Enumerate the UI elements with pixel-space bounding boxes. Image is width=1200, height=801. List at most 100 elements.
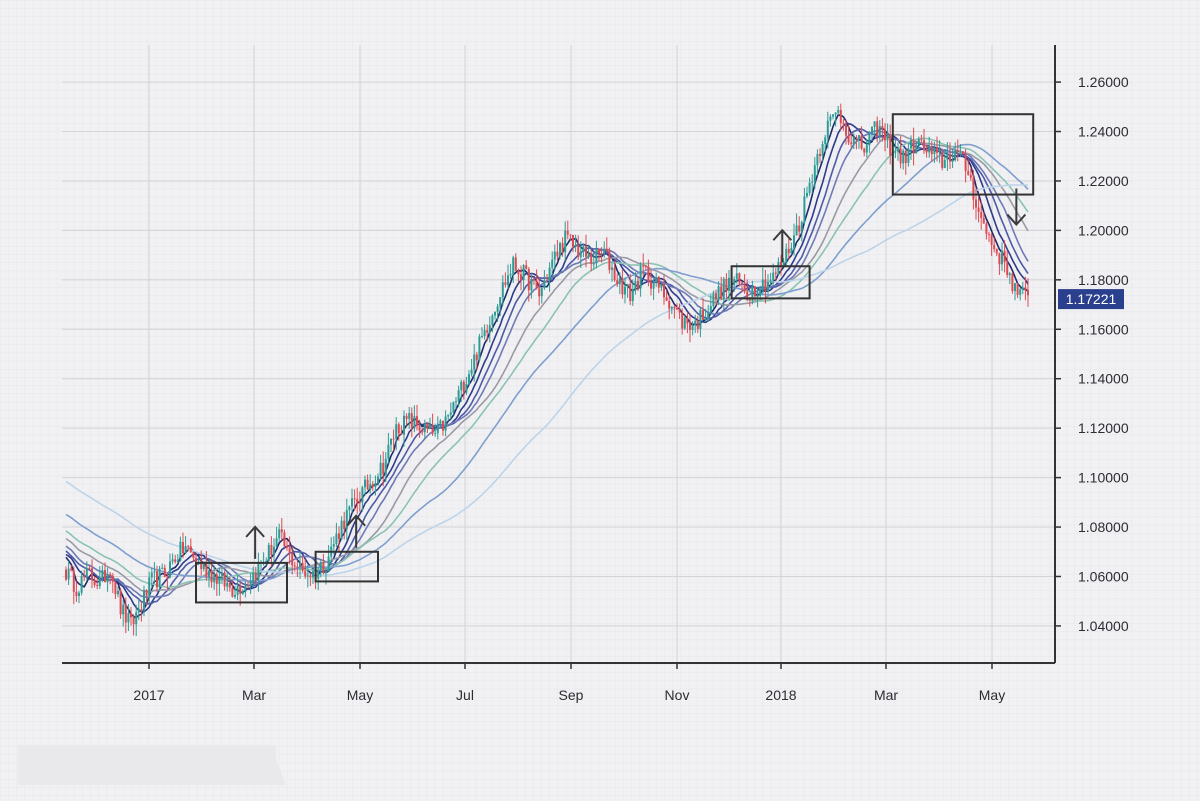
candle-body xyxy=(410,413,413,428)
candle-body xyxy=(452,402,455,413)
candle-body xyxy=(577,245,580,257)
candle-body xyxy=(210,570,213,583)
candle-body xyxy=(109,574,112,576)
candle-body xyxy=(943,159,946,168)
candle-body xyxy=(148,577,151,596)
candle-body xyxy=(483,330,486,337)
candle-body xyxy=(673,306,676,308)
candle-body xyxy=(886,134,889,141)
candle-body xyxy=(153,571,156,573)
candle-body xyxy=(613,267,616,281)
candle-body xyxy=(956,150,959,152)
candle-body xyxy=(995,249,998,254)
candle-body xyxy=(655,276,658,282)
arrow-down-icon xyxy=(1006,188,1027,227)
arrow-up-icon xyxy=(245,525,265,559)
candle-body xyxy=(239,585,242,594)
candle-body xyxy=(543,280,546,288)
candle-body xyxy=(980,211,983,218)
candle-body xyxy=(213,574,216,583)
candle-body xyxy=(972,177,975,200)
x-tick-label: Sep xyxy=(559,687,584,703)
candle-body xyxy=(977,207,980,212)
candle-body xyxy=(670,306,673,309)
candle-body xyxy=(351,498,353,507)
candle-body xyxy=(564,230,567,253)
candle-body xyxy=(93,579,96,585)
candle-body xyxy=(67,568,70,580)
candle-body xyxy=(72,570,75,592)
candle-body xyxy=(889,134,892,156)
candle-body xyxy=(587,253,590,257)
candle-body xyxy=(137,608,140,613)
candle-body xyxy=(1001,250,1003,265)
candle-body xyxy=(491,315,494,326)
candle-body xyxy=(384,458,387,475)
candle-body xyxy=(915,144,918,154)
candle-body xyxy=(858,135,860,138)
candle-body xyxy=(280,529,283,533)
candle-body xyxy=(1021,287,1024,290)
candle-body xyxy=(371,484,374,488)
candle-body xyxy=(413,416,416,428)
candle-body xyxy=(569,234,572,236)
moving-average-line xyxy=(65,184,1029,577)
candle-body xyxy=(481,336,483,338)
candle-body xyxy=(249,582,252,587)
candle-body xyxy=(397,424,400,434)
candle-body xyxy=(660,283,663,288)
candle-body xyxy=(668,300,671,309)
candle-body xyxy=(798,225,801,232)
candle-body xyxy=(150,572,153,578)
candle-body xyxy=(808,182,811,193)
x-tick-label: Mar xyxy=(242,687,266,703)
candle-body xyxy=(855,137,858,139)
candle-body xyxy=(709,305,712,313)
candle-body xyxy=(488,325,491,333)
candle-body xyxy=(785,248,788,262)
candle-body xyxy=(449,412,452,415)
candle-body xyxy=(720,286,723,300)
candle-body xyxy=(514,257,517,271)
candle-body xyxy=(702,309,704,320)
candle-body xyxy=(928,147,931,153)
candle-body xyxy=(106,574,109,583)
candle-body xyxy=(65,569,67,580)
candle-body xyxy=(439,420,442,424)
candle-body xyxy=(598,248,600,254)
candle-body xyxy=(143,589,145,610)
candle-body xyxy=(782,261,785,266)
candle-body xyxy=(517,270,520,275)
candle-body xyxy=(1011,273,1014,292)
candle-body xyxy=(621,278,624,295)
candle-body xyxy=(1014,283,1016,292)
candle-body xyxy=(917,139,920,145)
candle-body xyxy=(184,546,187,554)
candle-body xyxy=(572,235,574,247)
candle-body xyxy=(860,135,863,149)
candle-body xyxy=(608,250,611,270)
candle-body xyxy=(590,253,593,264)
candle-body xyxy=(728,277,730,291)
candle-body xyxy=(275,538,278,547)
candle-body xyxy=(442,420,444,431)
candle-body xyxy=(104,570,106,583)
candle-body xyxy=(145,589,148,596)
candle-body xyxy=(478,336,481,361)
candle-body xyxy=(722,278,725,300)
candle-body xyxy=(283,532,286,547)
candle-body xyxy=(920,139,923,141)
candle-body xyxy=(533,278,535,281)
candle-body xyxy=(902,150,905,164)
candle-body xyxy=(1027,290,1029,296)
last-price-label: 1.17221 xyxy=(1066,291,1117,307)
candle-body xyxy=(993,244,996,250)
candle-body xyxy=(304,570,307,577)
candle-body xyxy=(605,248,608,251)
candle-body xyxy=(806,192,808,197)
candle-body xyxy=(871,126,873,135)
pattern-box xyxy=(891,113,1035,196)
candle-body xyxy=(429,424,431,429)
